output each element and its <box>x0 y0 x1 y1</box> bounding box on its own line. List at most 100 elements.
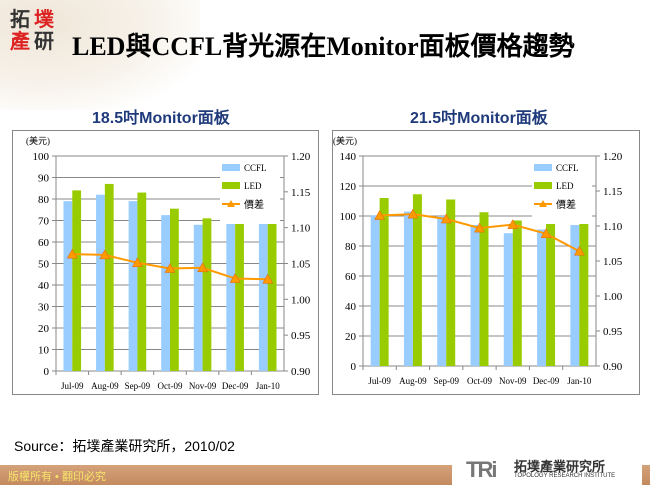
legend-label-led: LED <box>244 181 262 191</box>
bar-led <box>379 198 389 366</box>
legend-label-ccfl: CCFL <box>244 163 267 173</box>
y-tick-label: 0 <box>351 361 357 373</box>
y-tick-label: 70 <box>38 216 50 228</box>
chart-1: (美元) 0 10 20 30 40 50 60 70 80 90 100 0.90 0.95 1.00 1.… <box>12 130 319 395</box>
legend-label-led: LED <box>556 181 574 191</box>
y-tick-label: 80 <box>345 241 357 253</box>
x-tick-label: Jan-10 <box>567 376 591 386</box>
x-tick-label: Oct-09 <box>467 376 492 386</box>
ratio-point <box>374 209 386 220</box>
bar-ccfl <box>96 194 105 371</box>
bar-ccfl <box>437 216 447 366</box>
y-tick-label: 40 <box>38 280 50 292</box>
bar-led <box>512 220 522 366</box>
y-tick-label: 0 <box>44 366 50 378</box>
y2-tick-label: 1.05 <box>603 256 623 268</box>
bar-ccfl <box>470 225 480 366</box>
chart-2-svg: (美元) 0 20 40 60 80 100 120 140 0.90 0.95 1.00 1.05 1.… <box>333 135 623 386</box>
brand-logo: TRi 拓墣產業研究所 TOPOLOGY RESEARCH INSTITUTE <box>452 455 642 485</box>
ratio-point <box>132 257 143 268</box>
x-tick-label: Jul-09 <box>368 376 391 386</box>
y-tick-label: 20 <box>38 323 50 335</box>
bar-led <box>170 208 179 371</box>
bar-ccfl <box>537 229 547 366</box>
ratio-point <box>229 273 241 283</box>
ratio-point <box>573 245 585 256</box>
ratio-point <box>99 249 111 260</box>
legend-marker-ratio <box>227 200 235 207</box>
y2-tick-label: 1.00 <box>291 294 311 306</box>
brand-en: TOPOLOGY RESEARCH INSTITUTE <box>514 473 616 479</box>
bar-ccfl <box>503 233 513 366</box>
legend-label-ratio: 價差 <box>244 198 264 211</box>
x-tick-label: Dec-09 <box>222 381 249 391</box>
y2-tick-label: 1.10 <box>603 221 623 233</box>
y2-tick-label: 1.15 <box>291 187 311 199</box>
brand-cn: 拓墣產業研究所 <box>514 459 606 474</box>
x-tick-label: Jul-09 <box>61 381 84 391</box>
y-tick-label: 10 <box>38 345 50 357</box>
y2-tick-label: 0.95 <box>603 326 623 338</box>
y2-tick-label: 0.90 <box>603 361 623 373</box>
chart-1-svg: (美元) 0 10 20 30 40 50 60 70 80 90 100 0.90 0.95 1.00 1.… <box>26 135 311 391</box>
y-tick-label: 30 <box>38 302 50 314</box>
y-tick-label: 100 <box>33 151 50 163</box>
bar-led <box>267 208 277 371</box>
y2-tick-label: 1.05 <box>291 259 311 271</box>
bar-ccfl <box>128 201 138 371</box>
x-tick-label: Nov-09 <box>189 381 217 391</box>
page-title: LED與CCFL背光源在Monitor面板價格趨勢 <box>72 32 575 61</box>
y-tick-label: 90 <box>38 173 50 185</box>
bar-led <box>446 199 456 366</box>
x-tick-label: Aug-09 <box>399 376 427 386</box>
y-tick-label: 50 <box>38 259 50 271</box>
bar-ccfl <box>63 201 73 371</box>
legend-swatch-ccfl <box>222 164 240 171</box>
y-axis-label: (美元) <box>26 135 50 146</box>
x-tick-label: Jan-10 <box>256 381 280 391</box>
ratio-point <box>197 262 208 273</box>
bar-ccfl <box>161 215 170 371</box>
bar-led <box>104 183 114 371</box>
y-tick-label: 20 <box>345 331 357 343</box>
y-tick-label: 80 <box>38 194 50 206</box>
logo: 拓墣產研 <box>10 7 54 53</box>
legend-swatch-ccfl <box>534 164 552 171</box>
chart-2-title: 21.5吋Monitor面板 <box>410 110 548 127</box>
ratio-point <box>474 222 485 233</box>
y-axis-label: (美元) <box>333 135 357 146</box>
y-tick-label: 60 <box>345 271 357 283</box>
header-background <box>0 0 200 110</box>
bar-led <box>72 190 82 371</box>
y2-tick-label: 1.00 <box>603 291 623 303</box>
bar-led <box>137 192 147 371</box>
bar-ccfl <box>193 224 203 371</box>
chart-2: (美元) 0 20 40 60 80 100 120 140 0.90 0.95 1.00 1.05 1.… <box>332 130 640 395</box>
legend-label-ccfl: CCFL <box>556 163 579 173</box>
y2-tick-label: 1.15 <box>603 186 623 198</box>
chart-1-title: 18.5吋Monitor面板 <box>92 110 230 127</box>
bar-ccfl <box>370 215 380 366</box>
ratio-point <box>440 213 452 224</box>
legend-swatch-led <box>534 182 552 189</box>
copyright-text: 版權所有 • 翻印必究 <box>8 471 106 483</box>
ratio-point <box>407 208 419 219</box>
y-tick-label: 60 <box>38 237 50 249</box>
x-tick-label: Aug-09 <box>91 381 119 391</box>
bar-ccfl <box>258 214 268 371</box>
x-tick-label: Sep-09 <box>433 376 459 386</box>
bar-led <box>202 218 212 371</box>
legend-swatch-led <box>222 182 240 189</box>
ratio-point <box>262 273 274 284</box>
bar-led <box>235 216 244 371</box>
legend-marker-ratio <box>539 200 547 207</box>
bar-led <box>412 194 422 366</box>
legend-label-ratio: 價差 <box>556 198 576 211</box>
y-tick-label: 140 <box>340 151 357 163</box>
ratio-point <box>66 248 78 259</box>
y2-tick-label: 1.10 <box>291 223 311 235</box>
y2-tick-label: 0.95 <box>291 330 311 342</box>
y2-tick-label: 1.20 <box>291 151 311 163</box>
bar-ccfl <box>403 211 413 366</box>
y-tick-label: 120 <box>340 181 357 193</box>
